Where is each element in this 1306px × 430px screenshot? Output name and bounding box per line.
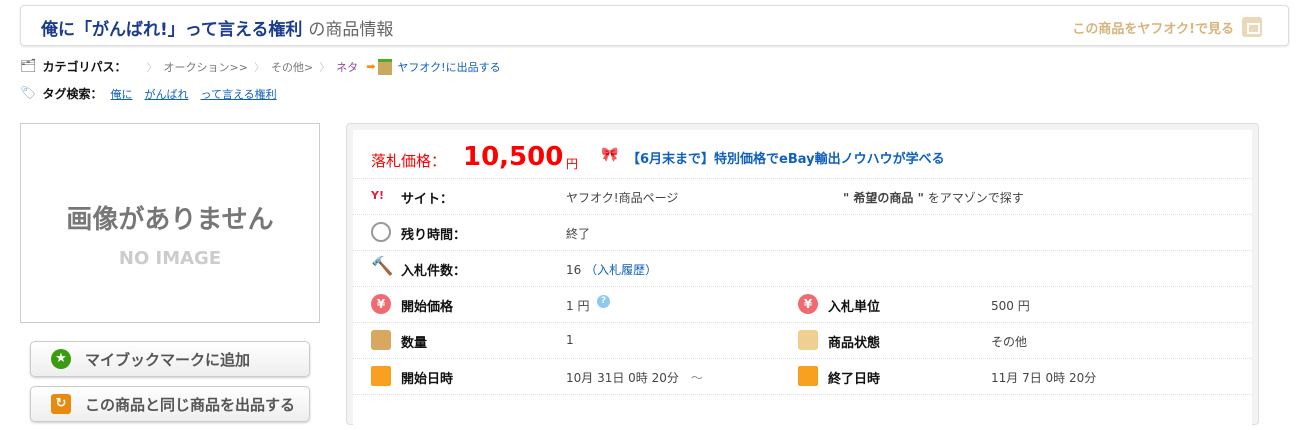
tag-label: タグ検索： xyxy=(42,87,103,101)
calendar-icon xyxy=(371,366,391,386)
price-row: 落札価格： 10,500 円 🎀 【6月末まで】特別価格でeBay輸出ノウハウが… xyxy=(353,130,1252,179)
sell-same-button[interactable]: ↻ この商品と同じ商品を出品する xyxy=(30,386,310,422)
bids-row: 🔨 入札件数： 16 （入札履歴） xyxy=(353,250,1252,287)
refresh-icon: ↻ xyxy=(51,394,71,414)
yen-icon: ¥ xyxy=(371,294,391,314)
quantity-row: 数量 1 商品状態 その他 xyxy=(353,322,1252,359)
crumb-neta[interactable]: ネタ xyxy=(336,60,359,74)
calendar-icon xyxy=(798,366,818,386)
yen-icon: ¥ xyxy=(798,294,818,314)
price-unit-row: ¥ 開始価格 1 円 ? ¥ 入札単位 500 円 xyxy=(353,286,1252,323)
clock-icon xyxy=(371,222,391,242)
arrow-right-icon: ➡ xyxy=(366,60,376,73)
category-path: 🗂 カテゴリパス： 〉オークション>> 〉その他> 〉ネタ ➡ ヤフオク!に出品… xyxy=(20,58,501,75)
help-icon[interactable]: ? xyxy=(597,295,610,308)
add-bookmark-button[interactable]: ★ マイブックマークに追加 xyxy=(30,341,310,377)
no-image-placeholder: 画像がありません NO IMAGE xyxy=(20,123,320,323)
external-link-icon xyxy=(1242,17,1262,37)
no-image-en: NO IMAGE xyxy=(118,248,222,269)
crumb-other[interactable]: その他> xyxy=(270,60,314,74)
ribbon-icon: 🎀 xyxy=(601,147,619,163)
category-label: カテゴリパス： xyxy=(42,60,127,74)
folder-tree-icon: 🗂 xyxy=(20,59,37,74)
page-title: 俺に「がんばれ!」って言える権利 の商品情報 xyxy=(41,20,394,40)
tag-icon: 🏷 xyxy=(20,86,37,101)
amazon-search-link[interactable]: " 希望の商品 " をアマゾンで探す xyxy=(843,191,1024,205)
tag-link[interactable]: って言える権利 xyxy=(200,87,277,101)
tag-link[interactable]: がんばれ xyxy=(144,87,189,101)
bid-history-link[interactable]: （入札履歴） xyxy=(585,263,658,277)
page-header: 俺に「がんばれ!」って言える権利 の商品情報 この商品をヤフオク!で見る xyxy=(20,5,1289,46)
star-icon: ★ xyxy=(51,349,71,369)
yahoo-icon: Y! xyxy=(371,189,384,202)
crumb-auction[interactable]: オークション>> xyxy=(163,60,248,74)
view-on-yahoo-link[interactable]: この商品をヤフオク!で見る xyxy=(1072,17,1262,37)
gavel-icon: 🔨 xyxy=(371,256,394,277)
sell-on-yahoo-link[interactable]: ヤフオク!に出品する xyxy=(397,60,501,74)
tag-search: 🏷 タグ検索： 俺に がんばれ って言える権利 xyxy=(20,85,289,102)
tag-link[interactable]: 俺に xyxy=(110,87,133,101)
promo-link[interactable]: 【6月末まで】特別価格でeBay輸出ノウハウが学べる xyxy=(627,152,945,167)
bag-icon xyxy=(798,330,818,350)
date-row: 開始日時 10月 31日 0時 20分 ～ 終了日時 11月 7日 0時 20分 xyxy=(353,358,1252,395)
box-icon xyxy=(371,330,391,350)
site-row: Y! サイト： ヤフオク!商品ページ " 希望の商品 " をアマゾンで探す xyxy=(353,178,1252,215)
sell-box-icon xyxy=(378,58,393,75)
yahoo-item-page-link[interactable]: ヤフオク!商品ページ xyxy=(566,191,679,205)
price-label: 落札価格： xyxy=(371,152,447,170)
remaining-row: 残り時間： 終了 xyxy=(353,214,1252,251)
item-info-panel: 落札価格： 10,500 円 🎀 【6月末まで】特別価格でeBay輸出ノウハウが… xyxy=(346,123,1259,430)
price-unit: 円 xyxy=(566,157,579,171)
price-value: 10,500 xyxy=(463,142,564,172)
no-image-text: 画像がありません xyxy=(66,205,274,235)
